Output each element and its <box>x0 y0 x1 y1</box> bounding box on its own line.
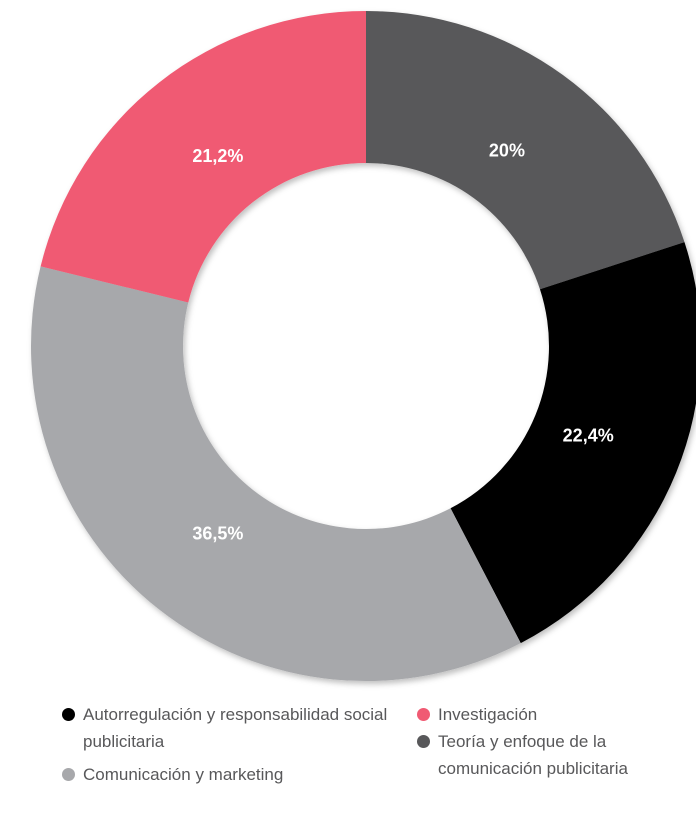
legend-label: Investigación <box>438 705 538 724</box>
slice <box>30 266 521 681</box>
slice-label: 36,5% <box>192 524 243 544</box>
chart: 20% 22,4% 36,5% 21,2% <box>30 11 696 681</box>
legend-swatch <box>417 735 430 748</box>
legend-label: Teoría y enfoque de la comunicación publ… <box>438 732 628 778</box>
legend-swatch <box>62 708 75 721</box>
slice <box>450 242 696 644</box>
legend-item: Investigación <box>417 701 677 728</box>
legend-swatch <box>417 708 430 721</box>
slice-label: 20% <box>489 140 525 160</box>
slice-label: 22,4% <box>563 425 614 445</box>
donut <box>30 11 696 681</box>
legend-item: Autorregulación y responsabilidad social… <box>62 701 392 755</box>
legend-label: Comunicación y marketing <box>83 765 284 784</box>
slice <box>366 11 685 290</box>
slice <box>40 11 367 303</box>
legend-label: Autorregulación y responsabilidad social… <box>83 705 388 751</box>
legend-swatch <box>62 768 75 781</box>
legend-item: Comunicación y marketing <box>62 761 392 788</box>
slice-label: 21,2% <box>192 146 243 166</box>
legend-item: Teoría y enfoque de la comunicación publ… <box>417 728 677 782</box>
